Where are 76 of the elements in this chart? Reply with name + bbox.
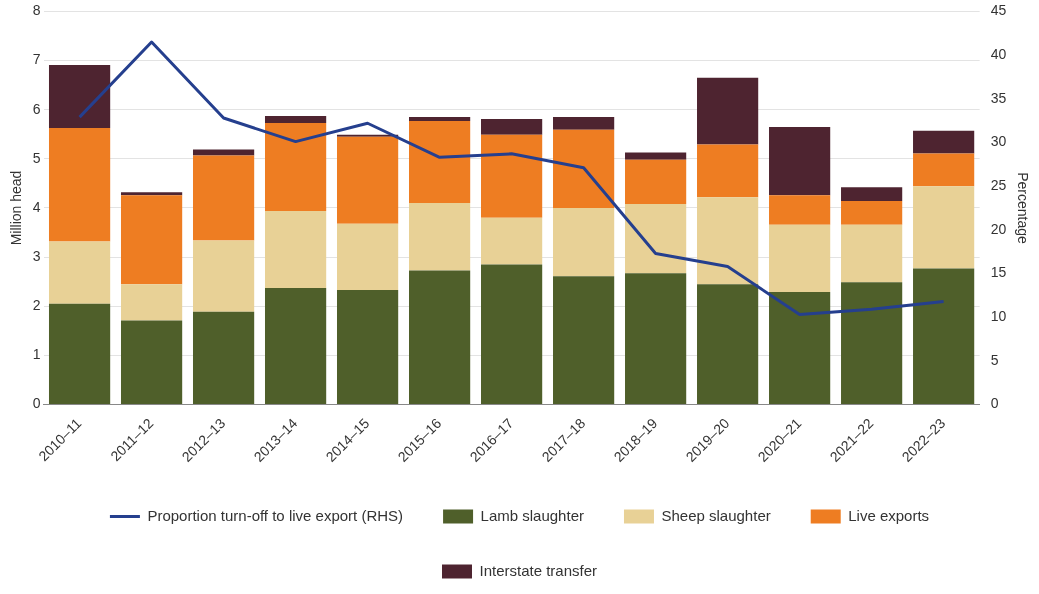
bar bbox=[120, 320, 183, 405]
y2-tick-label: 40 bbox=[990, 45, 1007, 62]
y-tick-label: 5 bbox=[32, 149, 41, 166]
bar bbox=[192, 155, 255, 241]
bar bbox=[697, 197, 759, 285]
y2-tick-label: 30 bbox=[990, 133, 1007, 150]
bar bbox=[409, 121, 471, 204]
y2-axis-title: Percentage bbox=[1014, 172, 1031, 245]
bar bbox=[409, 203, 471, 271]
bar bbox=[481, 217, 543, 265]
bar bbox=[841, 282, 903, 405]
legend-label: Sheep slaughter bbox=[661, 506, 771, 524]
bar bbox=[553, 129, 615, 208]
bar bbox=[265, 122, 327, 211]
bar bbox=[553, 207, 615, 277]
y2-tick-label: 20 bbox=[990, 220, 1007, 237]
legend-label: Lamb slaughter bbox=[480, 506, 584, 524]
bar bbox=[48, 241, 111, 304]
bar bbox=[481, 119, 543, 135]
bar bbox=[553, 276, 615, 405]
bar bbox=[48, 64, 111, 128]
y2-tick-label: 25 bbox=[990, 177, 1007, 194]
y-tick-label: 1 bbox=[32, 346, 41, 363]
bar bbox=[48, 303, 111, 405]
y-tick-label: 6 bbox=[32, 100, 41, 117]
bar bbox=[481, 264, 543, 405]
y2-tick-label: 15 bbox=[990, 264, 1007, 281]
bar bbox=[625, 273, 687, 405]
bar bbox=[553, 117, 615, 130]
y2-tick-label: 35 bbox=[990, 89, 1007, 106]
bar bbox=[697, 284, 759, 405]
bar bbox=[841, 187, 903, 202]
bar bbox=[192, 240, 255, 312]
bar bbox=[913, 268, 975, 405]
bar bbox=[48, 127, 111, 242]
legend-label: Live exports bbox=[848, 506, 930, 524]
legend-label: Interstate transfer bbox=[479, 561, 598, 579]
y2-tick-label: 10 bbox=[990, 308, 1007, 325]
y2-tick-label: 45 bbox=[990, 2, 1007, 19]
bar bbox=[120, 284, 183, 321]
bar bbox=[697, 77, 759, 145]
y-axis-title: Million head bbox=[8, 170, 25, 246]
y-tick-label: 0 bbox=[32, 395, 41, 412]
bar bbox=[769, 126, 831, 196]
bar bbox=[841, 224, 903, 283]
bar bbox=[625, 152, 687, 160]
bar bbox=[265, 288, 327, 405]
bar bbox=[697, 144, 759, 198]
bar bbox=[337, 223, 399, 291]
bar bbox=[625, 159, 687, 205]
y2-tick-label: 5 bbox=[990, 351, 999, 368]
bar bbox=[625, 204, 687, 274]
y-tick-label: 2 bbox=[32, 297, 41, 314]
bar bbox=[265, 210, 327, 289]
bar bbox=[337, 136, 399, 224]
bar bbox=[120, 195, 183, 285]
y2-tick-label: 0 bbox=[990, 395, 999, 412]
y-tick-label: 8 bbox=[32, 2, 41, 19]
bar bbox=[841, 201, 903, 225]
y-tick-label: 4 bbox=[32, 198, 41, 215]
bar bbox=[769, 224, 831, 293]
legend-label: Proportion turn-off to live export (RHS) bbox=[147, 506, 404, 524]
bar bbox=[913, 130, 975, 154]
bar bbox=[913, 186, 975, 269]
bar bbox=[120, 192, 183, 196]
y-tick-label: 7 bbox=[32, 51, 41, 68]
bar bbox=[192, 311, 255, 405]
bar bbox=[337, 290, 399, 405]
bar bbox=[769, 195, 831, 225]
bar bbox=[769, 292, 831, 405]
bar bbox=[409, 117, 471, 121]
y-tick-label: 3 bbox=[32, 248, 41, 264]
bar bbox=[481, 134, 543, 218]
bar bbox=[265, 116, 327, 123]
bar bbox=[913, 153, 975, 187]
bar bbox=[409, 270, 471, 405]
